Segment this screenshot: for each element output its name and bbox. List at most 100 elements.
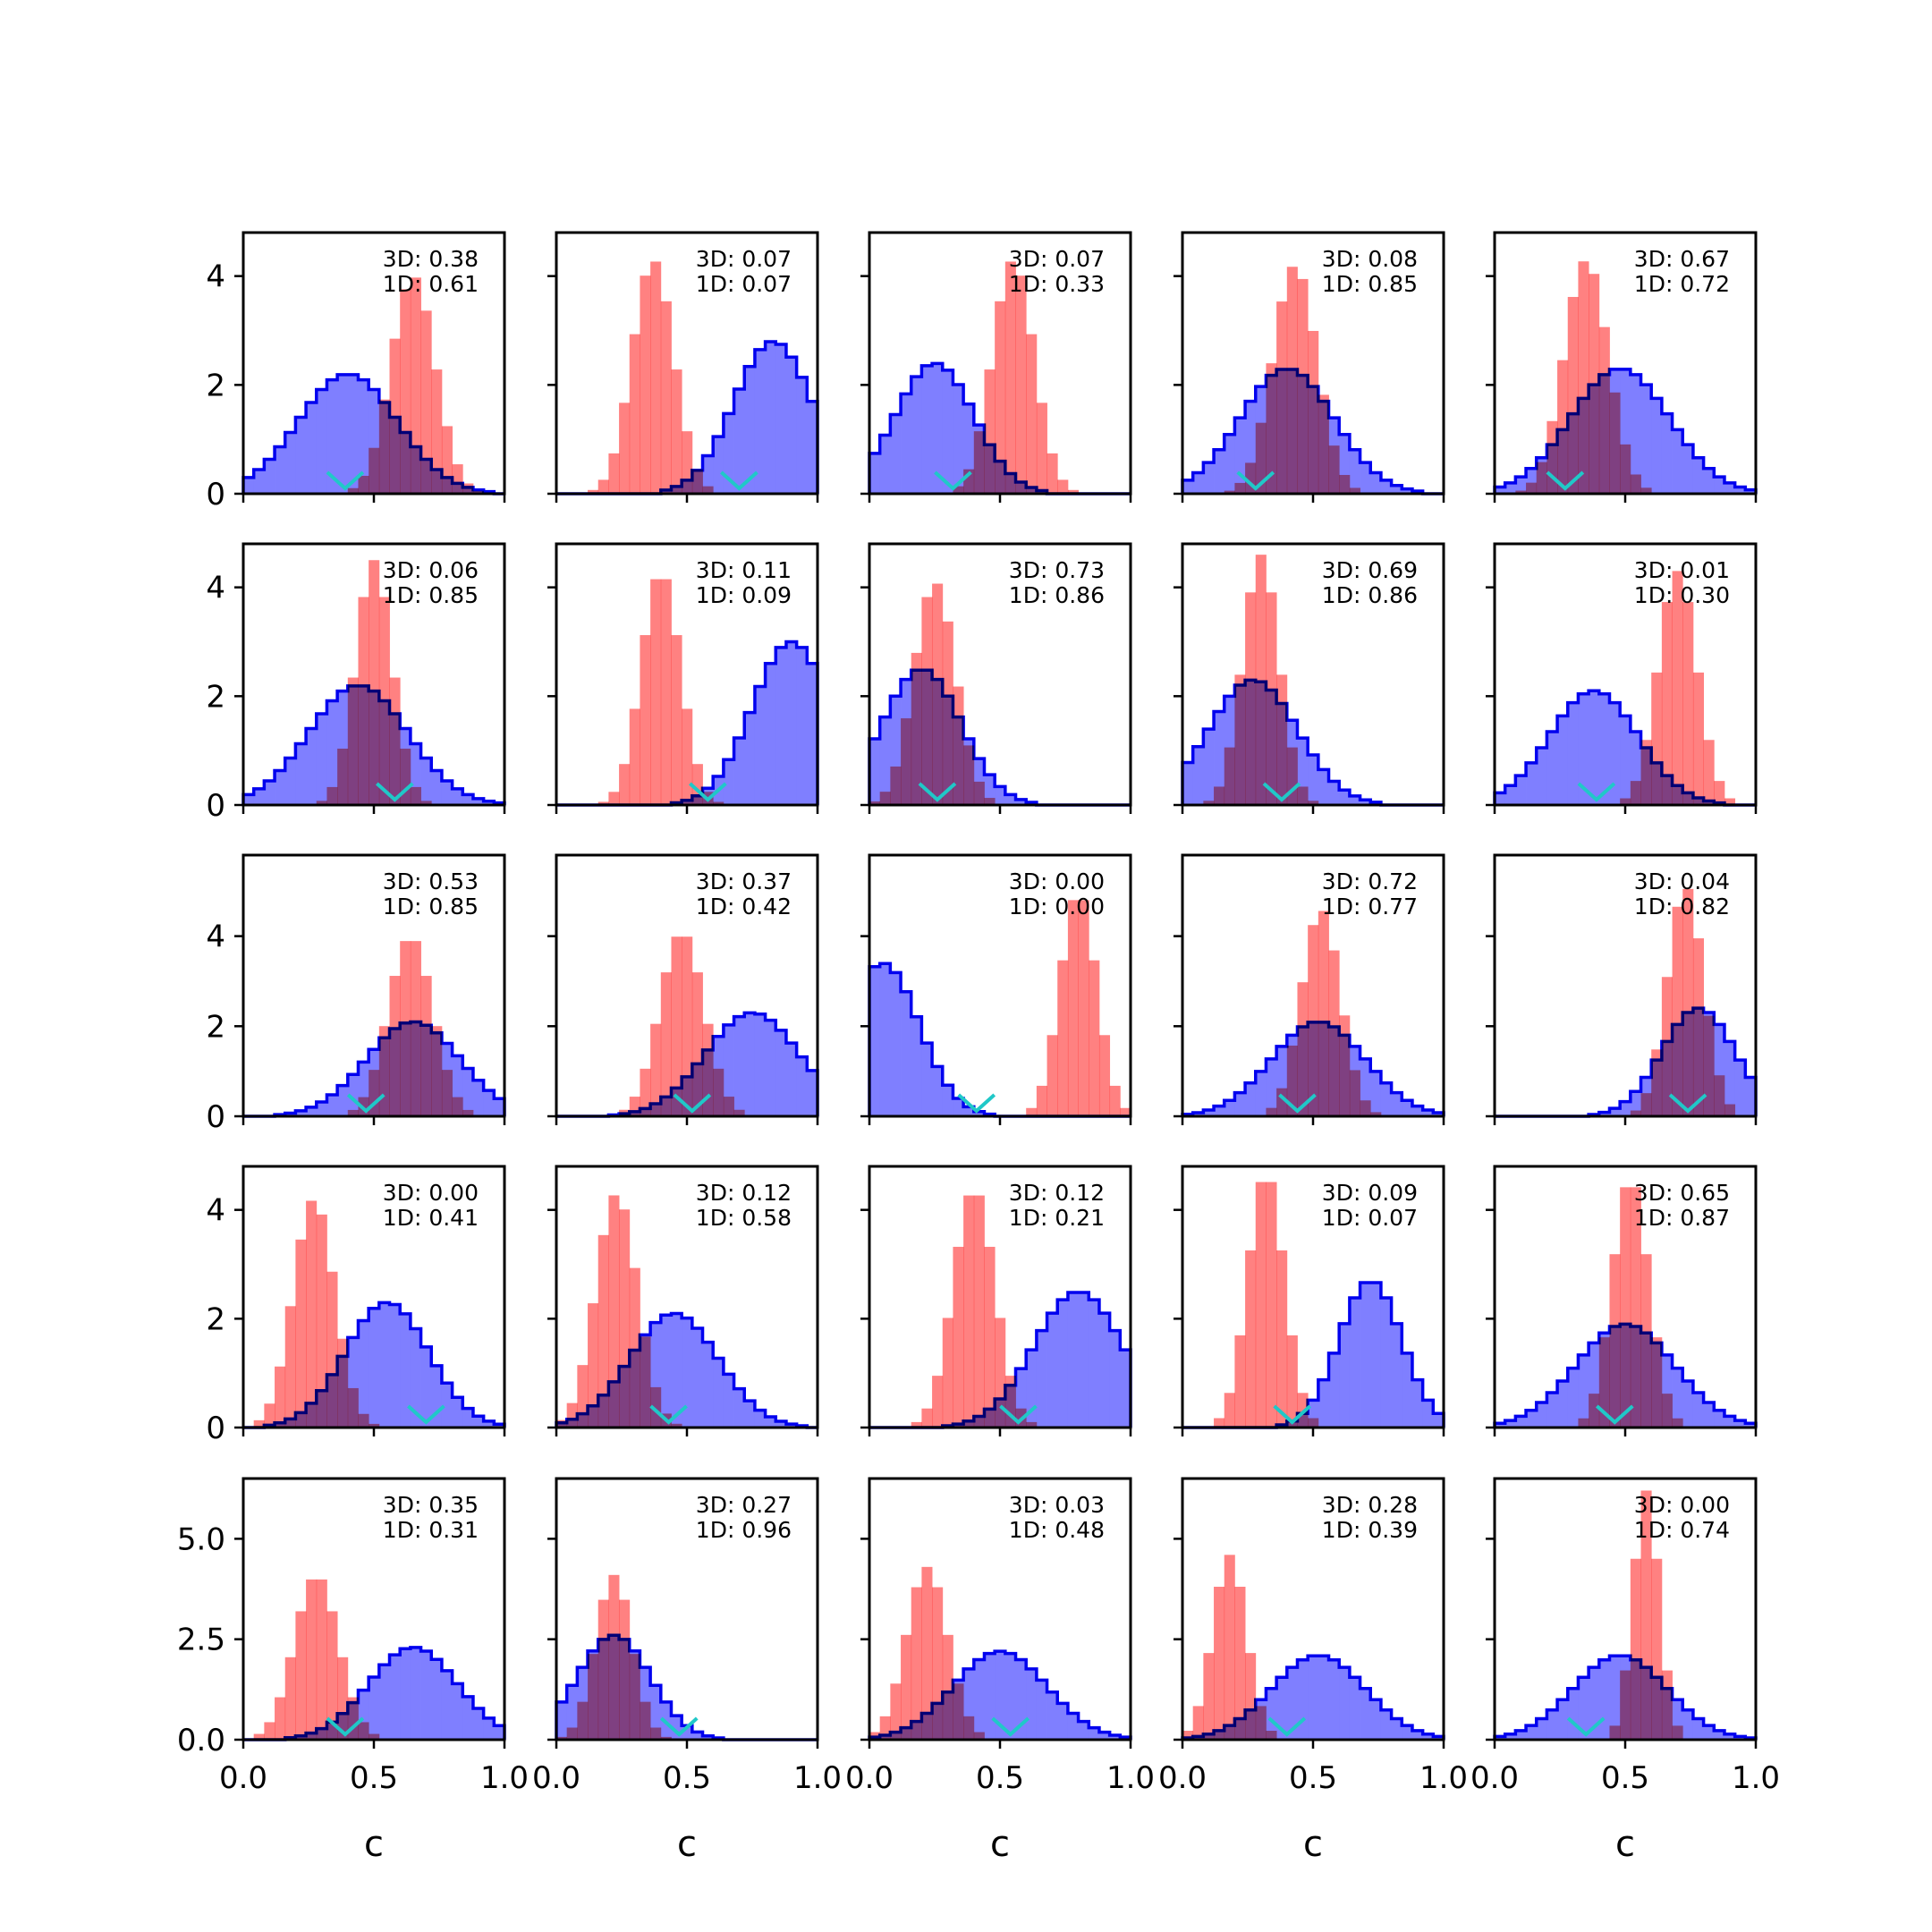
- red-bar: [1276, 674, 1288, 805]
- red-bar: [1297, 982, 1309, 1116]
- red-bar: [588, 1303, 599, 1428]
- red-bar: [1255, 555, 1267, 805]
- marker-v: [1546, 470, 1585, 491]
- y-tick-label: 4: [206, 259, 225, 295]
- red-bar: [1276, 1250, 1288, 1428]
- red-bar: [1714, 1075, 1725, 1116]
- red-bar: [410, 786, 421, 805]
- red-bar: [1286, 267, 1298, 494]
- annotation-1d: 1D: 0.86: [1009, 582, 1105, 608]
- red-bar: [358, 1413, 369, 1428]
- red-bar: [660, 301, 672, 494]
- annotation-1d: 1D: 0.00: [1009, 894, 1105, 919]
- red-bar: [1255, 422, 1267, 494]
- red-bar: [1214, 786, 1225, 805]
- red-bar: [1297, 278, 1309, 494]
- blue-bar: [1089, 1727, 1100, 1740]
- red-bar: [337, 749, 349, 805]
- red-bar: [619, 1599, 631, 1740]
- blue-bar: [796, 647, 808, 805]
- red-bar: [942, 1318, 953, 1428]
- blue-bar: [420, 1346, 432, 1428]
- blue-bar: [1682, 1380, 1694, 1428]
- red-bar: [942, 1634, 953, 1740]
- red-bar: [608, 1574, 620, 1740]
- red-bar: [577, 1701, 589, 1740]
- x-tick-label: 0.5: [350, 1760, 398, 1796]
- blue-bar: [754, 349, 766, 494]
- blue-bar: [1078, 1292, 1089, 1428]
- red-bar: [441, 426, 453, 494]
- red-bar: [911, 652, 922, 805]
- annotation-1d: 1D: 0.96: [696, 1517, 792, 1543]
- blue-bar: [901, 991, 912, 1116]
- blue-bar: [1182, 479, 1194, 494]
- blue-bar: [431, 770, 443, 805]
- blue-bar: [1318, 769, 1329, 805]
- annotation-1d: 1D: 0.85: [383, 894, 479, 919]
- blue-bar: [358, 1320, 369, 1428]
- blue-bar: [389, 1304, 401, 1428]
- red-bar: [1661, 977, 1673, 1116]
- blue-bar: [1495, 792, 1506, 805]
- red-bar: [420, 310, 432, 494]
- blue-bar: [765, 1020, 776, 1116]
- red-bar: [608, 453, 620, 494]
- annotation-3d: 3D: 0.53: [383, 869, 479, 894]
- blue-bar: [879, 435, 891, 494]
- y-tick-label: 0: [206, 788, 225, 824]
- y-tick-label: 4: [206, 1193, 225, 1229]
- red-bar: [608, 792, 620, 805]
- blue-bar: [1714, 1410, 1725, 1428]
- blue-bar: [1578, 693, 1589, 805]
- blue-bar: [1682, 1709, 1694, 1740]
- red-bar: [1266, 1182, 1277, 1428]
- blue-bar: [472, 1416, 485, 1428]
- red-bar: [984, 798, 996, 805]
- blue-bar: [306, 402, 318, 494]
- marker-v: [1273, 1404, 1311, 1425]
- red-bar: [1724, 798, 1736, 805]
- blue-bar: [1380, 1709, 1392, 1740]
- blue-bar: [462, 1068, 474, 1116]
- red-bar: [1026, 1421, 1038, 1428]
- blue-bar: [1046, 1691, 1058, 1740]
- blue-bar: [337, 1085, 349, 1116]
- red-bar: [1349, 487, 1360, 494]
- blue-bar: [1714, 477, 1725, 494]
- red-bar: [1214, 1587, 1225, 1740]
- annotation-1d: 1D: 0.30: [1634, 582, 1730, 608]
- red-bar: [1192, 1706, 1204, 1740]
- blue-bar: [295, 1110, 307, 1116]
- blue-bar: [1402, 1725, 1413, 1740]
- annotation-3d: 3D: 0.65: [1634, 1180, 1730, 1206]
- annotation-1d: 1D: 0.58: [696, 1205, 792, 1231]
- blue-bar: [1203, 1110, 1215, 1116]
- blue-bar: [1192, 746, 1204, 805]
- blue-bar: [1339, 790, 1351, 805]
- x-axis-label: c: [1615, 1824, 1635, 1865]
- red-bar: [1255, 1182, 1267, 1428]
- red-bar: [650, 1386, 662, 1428]
- red-bar: [921, 597, 933, 805]
- blue-bar: [400, 1648, 411, 1740]
- marker-v: [659, 1716, 699, 1737]
- x-tick-label: 1.0: [1419, 1760, 1468, 1796]
- red-bar: [691, 469, 703, 494]
- blue-bar: [494, 1424, 505, 1428]
- blue-bar: [765, 663, 776, 805]
- blue-bar: [1536, 1718, 1547, 1740]
- x-axis-label: c: [1303, 1824, 1323, 1865]
- red-bar: [597, 801, 609, 805]
- red-bar: [1318, 394, 1329, 494]
- blue-bar: [1589, 1667, 1600, 1740]
- red-bar: [400, 289, 411, 494]
- blue-bar: [1266, 1688, 1277, 1740]
- red-bar: [1234, 482, 1246, 494]
- blue-bar: [284, 758, 296, 805]
- red-bar: [253, 1733, 265, 1740]
- red-bar: [1640, 1254, 1652, 1428]
- blue-bar: [775, 344, 787, 494]
